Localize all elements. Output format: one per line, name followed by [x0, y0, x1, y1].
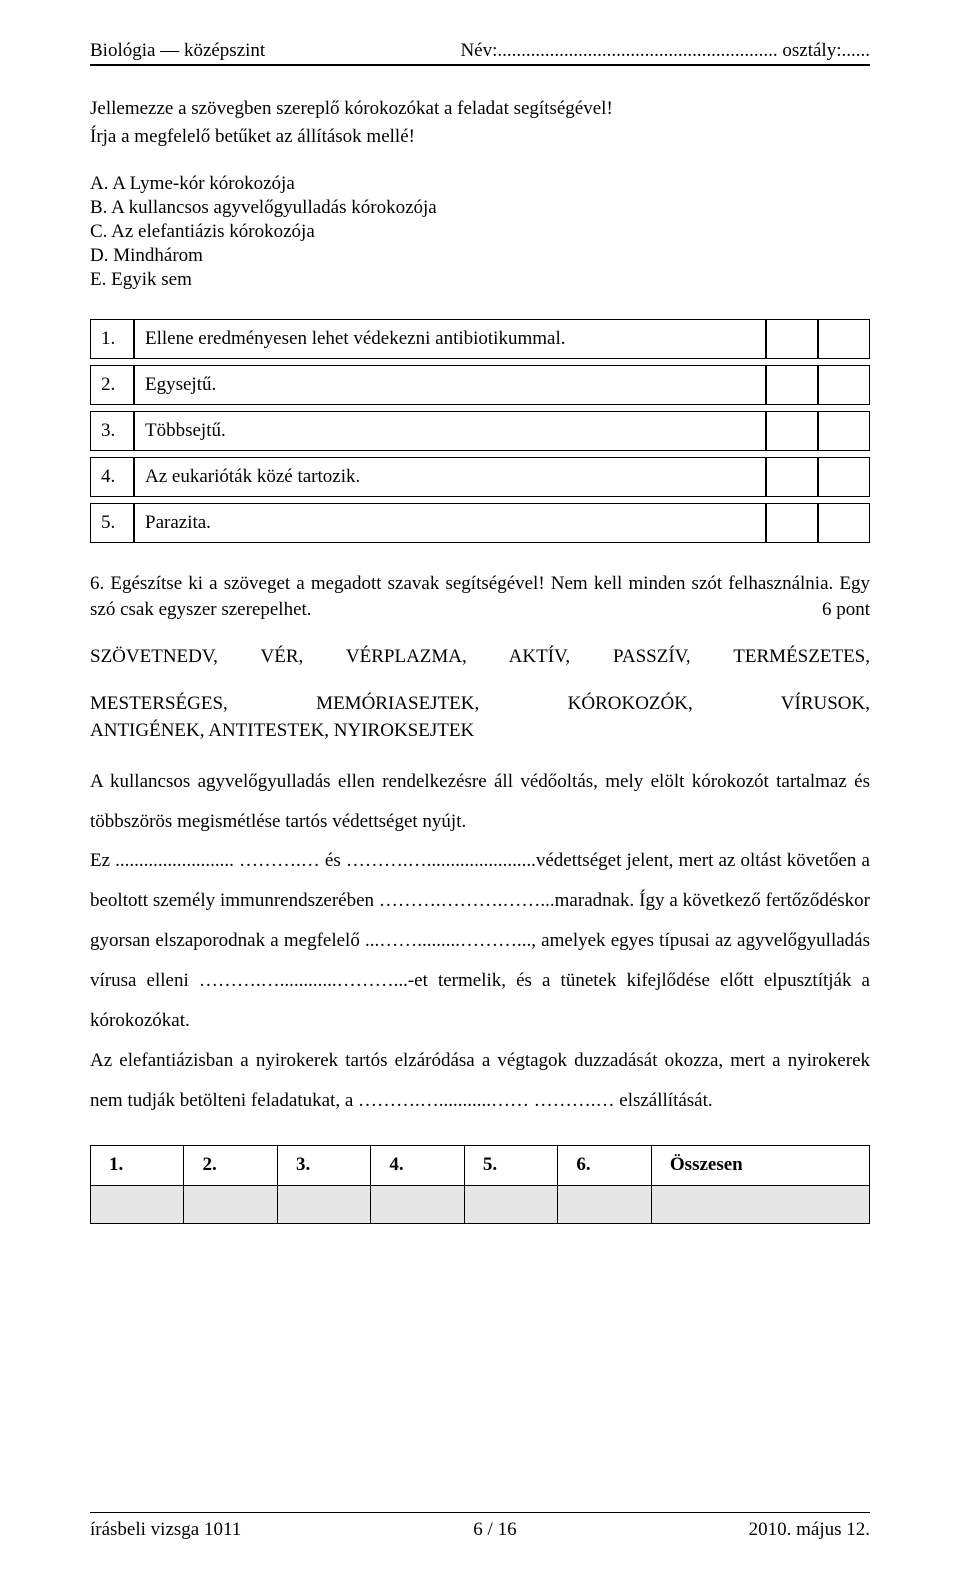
- q-text: Egysejtű.: [134, 365, 766, 405]
- answer-cell[interactable]: [818, 319, 870, 359]
- summary-col: 3.: [277, 1145, 370, 1185]
- instruction-line-2: Írja a megfelelő betűket az állítások me…: [90, 124, 870, 150]
- answer-cell[interactable]: [766, 503, 818, 543]
- task-6-instruction: 6. Egészítse ki a szöveget a megadott sz…: [90, 571, 870, 622]
- fill-paragraph-2[interactable]: Ez ......................... ……….… és ………: [90, 850, 870, 1031]
- answer-cell[interactable]: [766, 365, 818, 405]
- header-left: Biológia — középszint: [90, 40, 265, 62]
- answer-cell[interactable]: [818, 365, 870, 405]
- summary-header-row: 1. 2. 3. 4. 5. 6. Összesen: [91, 1145, 870, 1185]
- table-row: 3. Többsejtű.: [90, 411, 870, 451]
- summary-col: 2.: [184, 1145, 277, 1185]
- option-c: C. Az elefantiázis kórokozója: [90, 221, 870, 243]
- summary-table: 1. 2. 3. 4. 5. 6. Összesen: [90, 1145, 870, 1224]
- table-row: 1. Ellene eredményesen lehet védekezni a…: [90, 319, 870, 359]
- header-right: Név:....................................…: [460, 40, 870, 62]
- answer-cell[interactable]: [818, 503, 870, 543]
- option-list: A. A Lyme-kór kórokozója B. A kullancsos…: [90, 173, 870, 291]
- q-num: 5.: [90, 503, 134, 543]
- answer-cell[interactable]: [766, 457, 818, 497]
- summary-col: 5.: [464, 1145, 557, 1185]
- word-bank-line-2: MESTERSÉGES, MEMÓRIASEJTEK, KÓROKOZÓK, V…: [90, 690, 870, 718]
- table-row: 5. Parazita.: [90, 503, 870, 543]
- page-footer: írásbeli vizsga 1011 6 / 16 2010. május …: [90, 1512, 870, 1541]
- q-num: 2.: [90, 365, 134, 405]
- summary-total-col: Összesen: [651, 1145, 869, 1185]
- word-bank-line-3: ANTIGÉNEK, ANTITESTEK, NYIROKSEJTEK: [90, 720, 870, 742]
- table-row: 2. Egysejtű.: [90, 365, 870, 405]
- option-e: E. Egyik sem: [90, 269, 870, 291]
- q-text: Ellene eredményesen lehet védekezni anti…: [134, 319, 766, 359]
- fill-in-text: A kullancsos agyvelőgyulladás ellen rend…: [90, 762, 870, 1121]
- header-rule: [90, 64, 870, 66]
- table-row: 4. Az eukarióták közé tartozik.: [90, 457, 870, 497]
- answer-cell[interactable]: [766, 411, 818, 451]
- task-6-points: 6 pont: [822, 597, 870, 623]
- answer-cell[interactable]: [818, 457, 870, 497]
- q-num: 3.: [90, 411, 134, 451]
- footer-right: 2010. május 12.: [749, 1519, 870, 1541]
- fill-paragraph-3[interactable]: Az elefantiázisban a nyirokerek tartós e…: [90, 1050, 870, 1111]
- footer-center: 6 / 16: [473, 1519, 516, 1541]
- instruction-line-1: Jellemezze a szövegben szereplő kórokozó…: [90, 96, 870, 122]
- summary-col: 1.: [91, 1145, 184, 1185]
- answer-cell[interactable]: [766, 319, 818, 359]
- footer-left: írásbeli vizsga 1011: [90, 1519, 241, 1541]
- q-num: 1.: [90, 319, 134, 359]
- option-d: D. Mindhárom: [90, 245, 870, 267]
- summary-answer-row[interactable]: [91, 1185, 870, 1223]
- q-text: Az eukarióták közé tartozik.: [134, 457, 766, 497]
- summary-col: 4.: [371, 1145, 464, 1185]
- word-bank-line-1: SZÖVETNEDV, VÉR, VÉRPLAZMA, AKTÍV, PASSZ…: [90, 643, 870, 671]
- fill-paragraph-1: A kullancsos agyvelőgyulladás ellen rend…: [90, 771, 870, 832]
- option-a: A. A Lyme-kór kórokozója: [90, 173, 870, 195]
- option-b: B. A kullancsos agyvelőgyulladás kórokoz…: [90, 197, 870, 219]
- footer-rule: [90, 1512, 870, 1513]
- answer-cell[interactable]: [818, 411, 870, 451]
- q-text: Parazita.: [134, 503, 766, 543]
- question-table: 1. Ellene eredményesen lehet védekezni a…: [90, 313, 870, 549]
- summary-col: 6.: [558, 1145, 652, 1185]
- q-text: Többsejtű.: [134, 411, 766, 451]
- q-num: 4.: [90, 457, 134, 497]
